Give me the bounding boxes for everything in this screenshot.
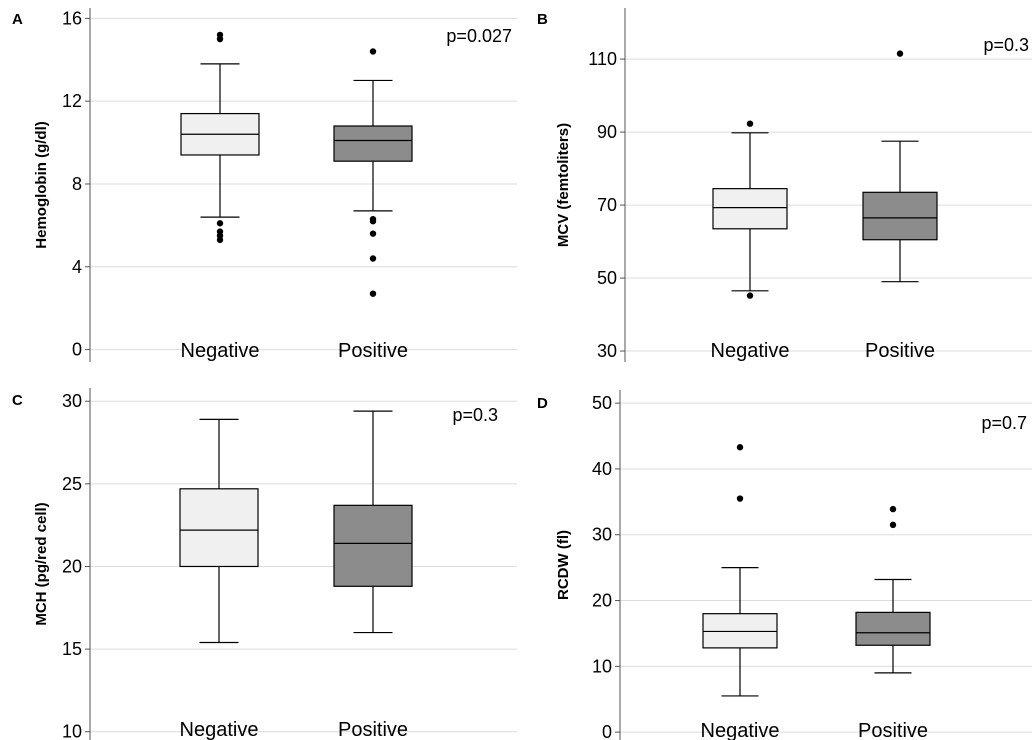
y-tick-label: 16	[62, 8, 82, 28]
y-tick-label: 30	[62, 391, 82, 411]
chart-panel-c: 10 15 20 25 30 C MCH (pg/red cell) p=0.3 Negativ…	[12, 388, 517, 740]
panel-label: A	[12, 11, 23, 28]
x-category-label: Positive	[338, 340, 408, 362]
box-negative	[180, 31, 260, 244]
outlier-point	[369, 48, 377, 55]
y-axis-title: RCDW (fl)	[555, 530, 572, 600]
box-negative	[702, 444, 778, 697]
box-positive	[333, 48, 413, 297]
outlier-point	[216, 236, 224, 244]
p-value-annotation: p=0.3	[452, 405, 498, 425]
chart-panel-a: 0 4 8 12 16 A Hemoglobin (g/dl) p=0.027 Negative…	[12, 8, 517, 362]
y-axis-title: MCV (femtoliters)	[555, 123, 572, 247]
p-value-annotation: p=0.027	[446, 26, 512, 46]
box-positive	[333, 410, 413, 634]
outlier-point	[369, 230, 377, 237]
y-tick-label: 40	[592, 459, 612, 479]
y-tick-label: 90	[597, 122, 617, 142]
outlier-point	[216, 35, 224, 43]
x-category-label: Negative	[701, 720, 780, 740]
y-tick-label: 20	[62, 556, 82, 576]
y-tick-label: 110	[588, 49, 617, 69]
y-tick-label: 15	[62, 639, 82, 659]
x-category-label: Negative	[180, 719, 259, 740]
outlier-point	[889, 521, 897, 529]
y-tick-label: 4	[72, 257, 82, 277]
iqr-box	[712, 188, 788, 230]
y-tick-label: 10	[62, 722, 82, 740]
y-tick-label: 30	[592, 525, 612, 545]
y-tick-label: 50	[592, 393, 612, 413]
y-axis-title: MCH (pg/red cell)	[33, 502, 50, 625]
y-tick-label: 0	[602, 722, 612, 740]
box-negative	[179, 418, 259, 644]
x-category-label: Positive	[865, 340, 935, 362]
iqr-box	[702, 613, 778, 649]
y-tick-label: 12	[62, 91, 82, 111]
iqr-box	[179, 488, 259, 568]
p-value-annotation: p=0.7	[981, 413, 1027, 433]
outlier-point	[369, 290, 377, 297]
panel-label: D	[537, 395, 548, 412]
iqr-box	[862, 191, 938, 241]
outlier-point	[369, 255, 377, 262]
outlier-point	[216, 220, 224, 227]
box-positive	[862, 50, 938, 283]
x-category-label: Negative	[711, 340, 790, 362]
chart-panel-b: 30 50 70 90 110 B MCV (femtoliters) p=0.3 Negati…	[537, 8, 1032, 362]
outlier-point	[746, 120, 754, 127]
iqr-box	[333, 125, 413, 162]
y-tick-label: 8	[72, 174, 82, 194]
y-tick-label: 20	[592, 591, 612, 611]
outlier-point	[746, 292, 754, 299]
y-tick-label: 10	[592, 656, 612, 676]
iqr-box	[855, 611, 931, 646]
outlier-point	[736, 444, 744, 451]
y-tick-label: 70	[597, 195, 617, 215]
outlier-point	[889, 505, 897, 513]
p-value-annotation: p=0.3	[983, 35, 1029, 55]
panel-label: B	[537, 11, 548, 28]
outlier-point	[736, 495, 744, 502]
outlier-point	[896, 50, 904, 57]
y-tick-label: 25	[62, 474, 82, 494]
chart-panel-d: 0 10 20 30 40 50 D RCDW (fl) p=0.7 Negative Positi…	[537, 390, 1032, 740]
y-tick-label: 30	[597, 341, 617, 361]
outlier-point	[369, 218, 377, 225]
y-axis-title: Hemoglobin (g/dl)	[33, 121, 50, 248]
panel-label: C	[12, 392, 23, 409]
x-category-label: Positive	[858, 720, 928, 740]
iqr-box	[333, 504, 413, 587]
y-tick-label: 0	[72, 340, 82, 360]
y-tick-label: 50	[597, 268, 617, 288]
box-negative	[712, 120, 788, 299]
box-positive	[855, 505, 931, 674]
x-category-label: Negative	[181, 340, 260, 362]
x-category-label: Positive	[338, 719, 408, 740]
